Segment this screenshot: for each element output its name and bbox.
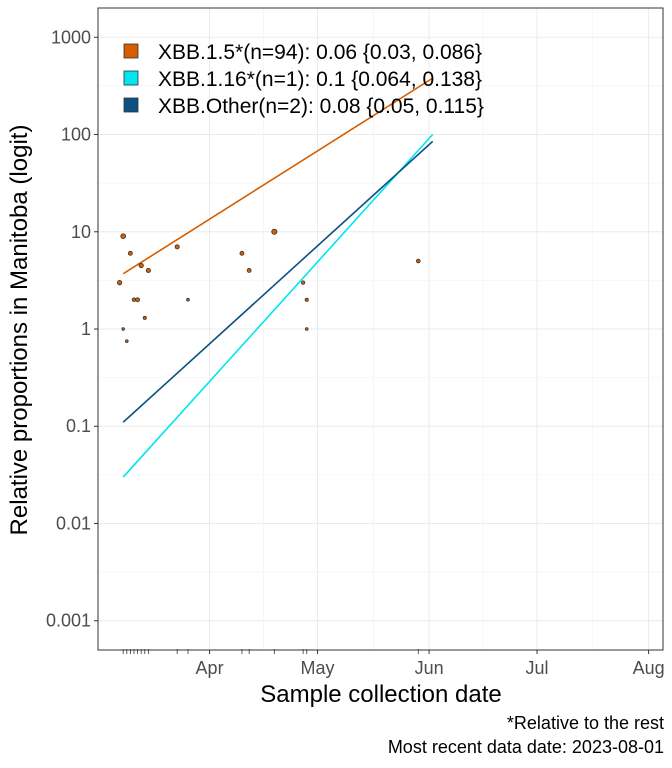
legend: XBB.1.5*(n=94): 0.06 {0.03, 0.086} XBB.1.… bbox=[123, 41, 484, 118]
data-point bbox=[120, 233, 126, 240]
data-point bbox=[415, 258, 421, 264]
y-axis-title: Relative proportions in Manitoba (logit) bbox=[6, 125, 33, 536]
legend-key-series-1 bbox=[123, 70, 139, 86]
caption-relative-note: *Relative to the rest bbox=[506, 713, 664, 733]
y-tick-label: 10 bbox=[71, 222, 91, 242]
data-point bbox=[145, 267, 151, 273]
data-point bbox=[127, 250, 133, 256]
y-axis: 0.001 0.01 0.1 1 10 100 1000 bbox=[46, 27, 98, 631]
x-axis: Apr May Jun Jul Aug bbox=[196, 650, 665, 678]
x-tick-label: Aug bbox=[633, 658, 665, 678]
y-tick-label: 0.001 bbox=[46, 611, 91, 631]
x-tick-label: Jul bbox=[526, 658, 549, 678]
legend-key-series-2 bbox=[123, 97, 139, 113]
data-point bbox=[301, 280, 306, 285]
x-tick-label: May bbox=[301, 658, 335, 678]
y-tick-label: 0.1 bbox=[66, 416, 91, 436]
data-point bbox=[121, 327, 125, 331]
x-axis-title: Sample collection date bbox=[260, 681, 501, 708]
data-point bbox=[186, 297, 190, 302]
y-tick-label: 1000 bbox=[51, 27, 91, 47]
y-tick-label: 0.01 bbox=[56, 513, 91, 533]
fit-lines bbox=[122, 77, 434, 478]
x-tick-label: Apr bbox=[196, 658, 224, 678]
caption-recent-date: Most recent data date: 2023-08-01 bbox=[387, 737, 664, 757]
data-point bbox=[304, 327, 309, 331]
data-point bbox=[142, 315, 147, 320]
data-point bbox=[124, 339, 129, 343]
legend-label-series-2: XBB.Other(n=2): 0.08 {0.05, 0.115} bbox=[158, 95, 484, 118]
fit-line-series-0 bbox=[122, 77, 434, 275]
grid-major bbox=[98, 8, 663, 650]
x-tick-label: Jun bbox=[415, 658, 444, 678]
y-tick-label: 1 bbox=[81, 319, 91, 339]
fit-line-series-2 bbox=[122, 140, 434, 423]
legend-label-series-0: XBB.1.5*(n=94): 0.06 {0.03, 0.086} bbox=[158, 41, 482, 64]
data-point bbox=[271, 228, 278, 235]
data-point bbox=[246, 268, 252, 273]
y-tick-label: 100 bbox=[61, 125, 91, 145]
data-point bbox=[135, 297, 140, 303]
data-points bbox=[116, 228, 421, 343]
data-point bbox=[304, 297, 309, 302]
data-point bbox=[174, 244, 180, 250]
data-point bbox=[116, 280, 123, 286]
fit-line-series-1 bbox=[122, 133, 434, 478]
legend-key-series-0 bbox=[123, 43, 139, 59]
data-point bbox=[138, 262, 144, 269]
data-point bbox=[239, 250, 245, 256]
legend-label-series-1: XBB.1.16*(n=1): 0.1 {0.064, 0.138} bbox=[158, 68, 482, 91]
